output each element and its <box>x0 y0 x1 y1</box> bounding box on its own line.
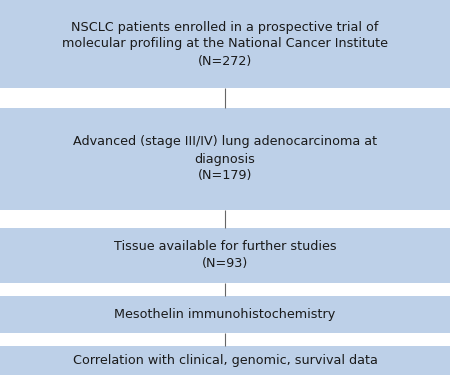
Text: NSCLC patients enrolled in a prospective trial of
molecular profiling at the Nat: NSCLC patients enrolled in a prospective… <box>62 21 388 68</box>
Bar <box>0 228 450 283</box>
Text: Advanced (stage III/IV) lung adenocarcinoma at
diagnosis
(N=179): Advanced (stage III/IV) lung adenocarcin… <box>73 135 377 183</box>
Text: Correlation with clinical, genomic, survival data: Correlation with clinical, genomic, surv… <box>72 354 378 367</box>
Bar <box>0 108 450 210</box>
Bar <box>0 296 450 333</box>
Text: Mesothelin immunohistochemistry: Mesothelin immunohistochemistry <box>114 308 336 321</box>
Bar <box>0 346 450 375</box>
Bar <box>0 0 450 88</box>
Text: Tissue available for further studies
(N=93): Tissue available for further studies (N=… <box>114 240 336 270</box>
